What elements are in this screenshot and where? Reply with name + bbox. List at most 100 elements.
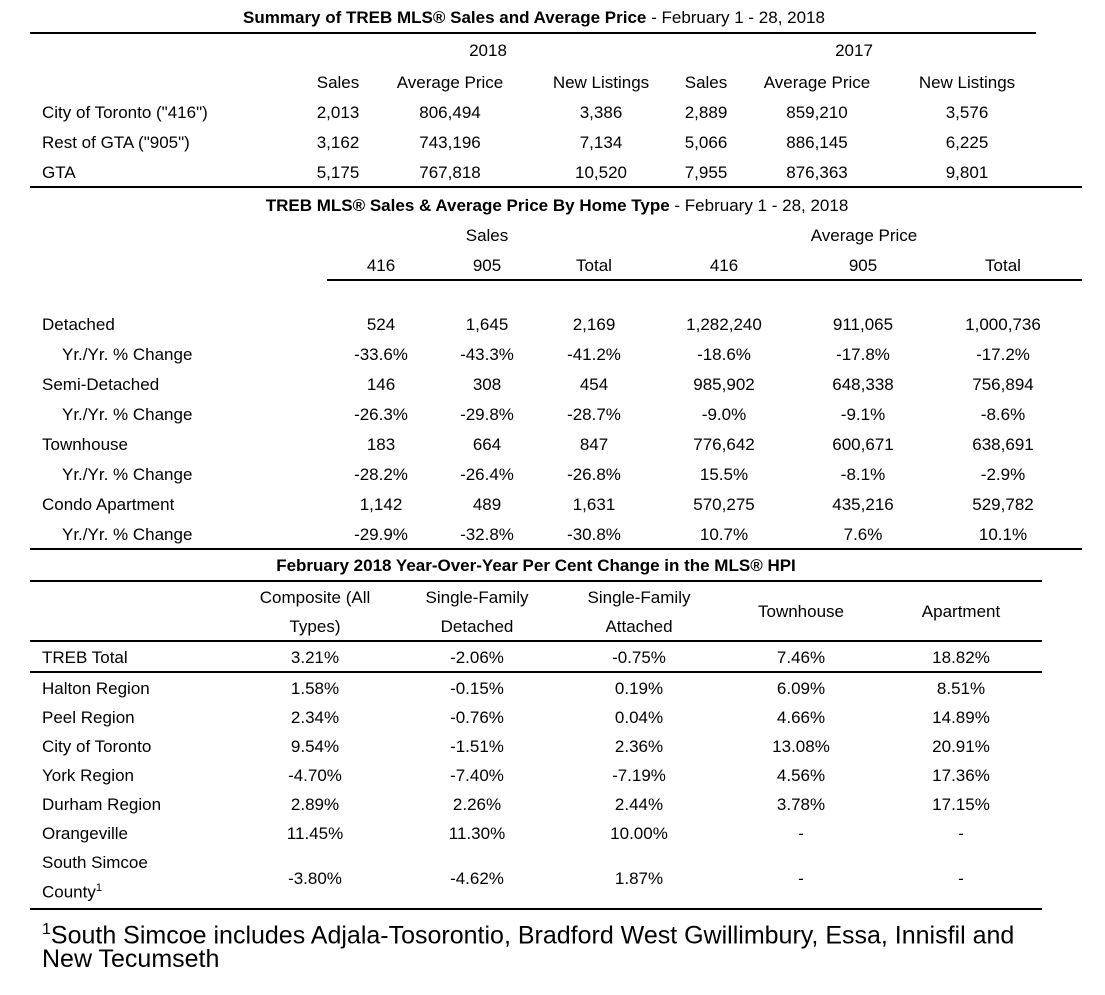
cell: 638,691 [972,435,1034,454]
row-label: Yr./Yr. % Change [62,345,193,364]
row-label: Condo Apartment [42,495,175,514]
cell: 5,066 [684,133,728,152]
cell: 1,142 [359,495,403,514]
row-label: Halton Region [42,679,150,698]
cell: 11.30% [448,824,506,843]
cell: 3,386 [579,103,623,122]
cell: 10.7% [699,525,749,544]
cell: 13.08% [772,737,830,756]
cell: -4.70% [288,766,342,785]
hpi-col-header: Single-Family [587,588,691,607]
hpi-col-header: Detached [440,617,514,636]
cell: 859,210 [786,103,848,122]
cell: 146 [366,375,396,394]
cell: 2.89% [290,795,340,814]
cell: -7.40% [450,766,504,785]
cell: 10.1% [978,525,1028,544]
cell: 2.36% [614,737,664,756]
footnote-marker: 1 [95,882,102,894]
summary-col-header: Average Price [763,73,871,92]
home-type-col-header: Total [576,256,612,275]
hpi-title: February 2018 Year-Over-Year Per Cent Ch… [276,556,796,575]
cell: 776,642 [693,435,755,454]
cell: -8.1% [840,465,886,484]
cell: 911,065 [832,315,894,334]
cell: 17.15% [932,795,990,814]
summary-title-rest: - February 1 - 28, 2018 [646,8,825,27]
cell: 6,225 [945,133,989,152]
cell: 0.19% [614,679,664,698]
summary-bottom-rule [30,186,1082,188]
home-type-col-header: 416 [709,256,739,275]
group-average-price: Average Price [810,226,918,245]
cell: 2,013 [316,103,360,122]
cell: -28.2% [354,465,408,484]
cell: 6.09% [776,679,826,698]
cell: 570,275 [693,495,755,514]
row-label: Peel Region [42,708,135,727]
cell: -26.3% [354,405,408,424]
row-label: South Simcoe [42,853,148,872]
cell: -3.80% [288,869,342,888]
row-label: City of Toronto ("416") [42,103,208,122]
cell: 743,196 [419,133,481,152]
cell: 5,175 [316,163,360,182]
cell: -7.19% [612,766,666,785]
footnote-line-2: New Tecumseth [42,945,220,973]
cell: -28.7% [567,405,621,424]
summary-year-2017: 2017 [835,41,873,60]
group-sales: Sales [465,226,509,245]
cell: 886,145 [786,133,848,152]
cell: 7.46% [776,648,826,667]
hpi-col-header: Attached [605,617,673,636]
cell: 454 [579,375,609,394]
cell: 435,216 [832,495,894,514]
cell: -17.2% [976,345,1030,364]
cell: 767,818 [419,163,481,182]
cell: 20.91% [932,737,990,756]
cell: 9,801 [945,163,989,182]
row-label: Durham Region [42,795,162,814]
cell: 18.82% [932,648,990,667]
home-type-title: TREB MLS® Sales & Average Price By Home … [266,196,849,216]
cell: -29.9% [354,525,408,544]
summary-col-header: Sales [684,73,728,92]
row-label: Semi-Detached [42,375,160,394]
cell: -18.6% [697,345,751,364]
cell: 3,162 [316,133,360,152]
cell: -9.0% [701,405,747,424]
cell: -0.76% [450,708,504,727]
cell: 1,631 [572,495,616,514]
footnote-text: South Simcoe includes Adjala-Tosorontio,… [50,921,1015,950]
home-type-col-header: 905 [848,256,878,275]
summary-col-header: New Listings [918,73,1016,92]
cell: 876,363 [786,163,848,182]
hpi-bottom-rule [30,908,1042,910]
cell: 4.66% [776,708,826,727]
cell: 15.5% [699,465,749,484]
cell: 2.44% [614,795,664,814]
cell: -9.1% [840,405,886,424]
cell: -2.9% [980,465,1026,484]
cell: 10,520 [575,163,627,182]
summary-col-header: New Listings [552,73,650,92]
row-label: Yr./Yr. % Change [62,525,193,544]
cell: 664 [472,435,502,454]
cell: -30.8% [567,525,621,544]
cell: -43.3% [460,345,514,364]
home-type-title-bold: TREB MLS® Sales & Average Price By Home … [265,196,670,215]
cell: - [798,824,804,843]
hpi-col-header: Townhouse [757,602,845,621]
summary-top-rule [30,32,1036,34]
cell: -32.8% [460,525,514,544]
footnote-number: 1 [42,921,51,938]
cell: 648,338 [832,375,894,394]
hpi-total-rule [30,671,1042,673]
cell: 985,902 [693,375,755,394]
cell: 1,282,240 [686,315,762,334]
row-label: Detached [42,315,115,334]
cell: 524 [366,315,396,334]
cell: 183 [366,435,396,454]
cell: 3,576 [945,103,989,122]
cell: -2.06% [450,648,504,667]
